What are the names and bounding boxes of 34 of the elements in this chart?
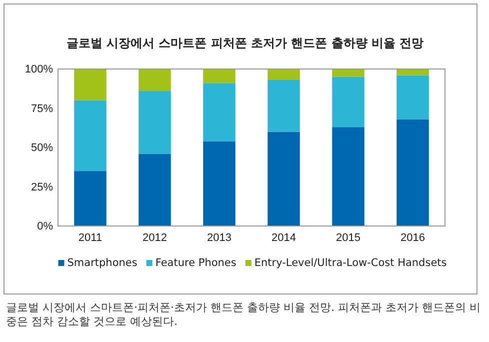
bar: [268, 69, 300, 80]
y-tick-label: 0%: [37, 220, 54, 233]
x-tick-label: 2011: [78, 232, 102, 244]
chart-title: 글로벌 시장에서 스마트폰 피처폰 초저가 핸드폰 출하량 비율 전망: [66, 36, 424, 50]
x-tick-label: 2014: [272, 232, 296, 244]
bar: [332, 127, 364, 226]
bar: [396, 69, 429, 76]
bar: [74, 171, 106, 226]
x-tick-label: 2012: [142, 232, 167, 244]
y-tick-label: 100%: [24, 64, 54, 76]
y-tick-label: 75%: [30, 102, 54, 115]
x-tick-label: 2015: [336, 232, 360, 244]
bar: [203, 141, 236, 226]
bar: [396, 119, 429, 226]
bar: [74, 69, 106, 100]
bar: [396, 75, 429, 120]
bar: [138, 90, 171, 154]
bar: [268, 132, 300, 226]
x-tick-label: 2013: [207, 232, 232, 244]
x-tick-label: 2016: [400, 232, 425, 244]
legend-label: Smartphones: [67, 257, 138, 269]
legend-label: Entry-Level/Ultra-Low-Cost Handsets: [254, 257, 447, 269]
bar: [74, 100, 106, 172]
bar: [138, 154, 171, 226]
bar: [268, 80, 300, 132]
bar: [332, 69, 364, 77]
legend-label: Feature Phones: [155, 257, 236, 269]
bar: [332, 76, 364, 128]
y-tick-label: 25%: [30, 181, 54, 194]
bar: [203, 69, 236, 84]
text: 글로벌 시장에서 스마트폰·피처폰·초저가 핸드폰 출하량 비율 전망. 피처폰과 초저가 핸드폰의 비중은 점차 감소할 것으로 예상된다.: [6, 301, 482, 329]
bar: [203, 83, 236, 142]
y-tick-label: 50%: [30, 142, 54, 154]
bar: [138, 69, 171, 91]
